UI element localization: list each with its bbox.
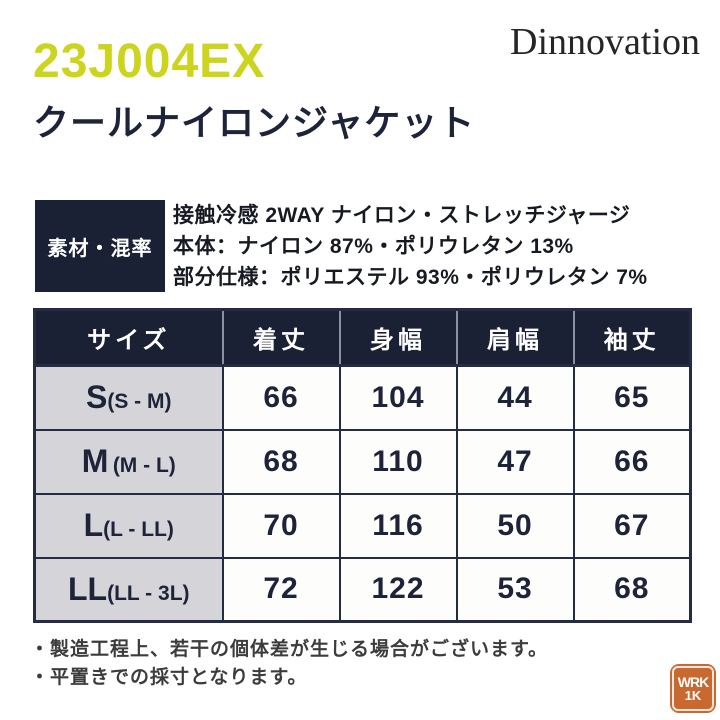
value-cell: 68 xyxy=(572,556,692,623)
size-range: (LL - 3L) xyxy=(107,581,190,605)
value-cell: 70 xyxy=(221,492,341,559)
value-cell: 67 xyxy=(572,492,692,559)
value-cell: 66 xyxy=(572,428,692,495)
size-label-cell: M (M - L) xyxy=(33,428,224,495)
material-description: 接触冷感 2WAY ナイロン・ストレッチジャージ 本体：ナイロン 87%・ポリウ… xyxy=(173,200,648,293)
footer-notes: ・製造工程上、若干の個体差が生じる場合がございます。 ・平置きでの採寸となります… xyxy=(30,636,548,692)
value-cell: 65 xyxy=(572,364,692,431)
value-cell: 44 xyxy=(455,364,575,431)
size-letter: M xyxy=(81,443,109,479)
logo-text-bottom: 1K xyxy=(684,688,702,703)
shop-watermark-logo: WRK 1K xyxy=(670,664,716,713)
size-letter: S xyxy=(86,379,108,416)
material-line: 部分仕様：ポリエステル 93%・ポリウレタン 7% xyxy=(173,266,648,289)
column-header-body-width: 身幅 xyxy=(338,309,457,367)
size-range: (M - L) xyxy=(112,454,176,477)
size-letter: LL xyxy=(67,570,108,607)
column-header-body-length: 着丈 xyxy=(221,309,340,367)
column-header-size: サイズ xyxy=(34,309,223,367)
value-cell: 50 xyxy=(455,492,575,559)
brand-logo-text: Dinnovation xyxy=(510,21,700,63)
value-cell: 122 xyxy=(338,556,458,623)
column-header-shoulder-width: 肩幅 xyxy=(455,309,574,367)
material-line: 接触冷感 2WAY ナイロン・ストレッチジャージ xyxy=(173,204,631,227)
logo-text-top: WRK xyxy=(677,674,709,690)
size-label-cell: LL(LL - 3L) xyxy=(33,556,224,623)
table-row: LL(LL - 3L) 72 122 53 68 xyxy=(33,556,692,623)
size-letter: L xyxy=(83,507,104,543)
size-range: (L - LL) xyxy=(103,518,174,541)
size-range: (S - M) xyxy=(107,390,172,414)
table-row: S(S - M) 66 104 44 65 xyxy=(33,364,692,431)
table-row: M (M - L) 68 110 47 66 xyxy=(33,428,692,495)
size-table: サイズ 着丈 身幅 肩幅 袖丈 S(S - M) 66 104 44 65 M … xyxy=(33,308,692,623)
material-line: 本体：ナイロン 87%・ポリウレタン 13% xyxy=(173,235,574,258)
value-cell: 116 xyxy=(338,492,458,559)
note-line: ・製造工程上、若干の個体差が生じる場合がございます。 xyxy=(30,639,549,660)
size-table-header-row: サイズ 着丈 身幅 肩幅 袖丈 xyxy=(34,309,691,367)
material-label: 素材・混率 xyxy=(35,200,165,292)
value-cell: 68 xyxy=(221,428,341,495)
table-row: L(L - LL) 70 116 50 67 xyxy=(33,492,692,559)
product-code: 23J004EX xyxy=(33,35,266,88)
value-cell: 66 xyxy=(221,364,341,431)
value-cell: 104 xyxy=(338,364,458,431)
product-title: クールナイロンジャケット xyxy=(33,102,476,143)
size-label-cell: L(L - LL) xyxy=(33,492,224,559)
size-label-cell: S(S - M) xyxy=(33,364,224,431)
value-cell: 110 xyxy=(338,428,458,495)
note-line: ・平置きでの採寸となります。 xyxy=(30,667,308,688)
value-cell: 53 xyxy=(455,556,575,623)
material-section: 素材・混率 接触冷感 2WAY ナイロン・ストレッチジャージ 本体：ナイロン 8… xyxy=(35,200,695,293)
value-cell: 47 xyxy=(455,428,575,495)
value-cell: 72 xyxy=(221,556,341,623)
column-header-sleeve-length: 袖丈 xyxy=(572,309,691,367)
